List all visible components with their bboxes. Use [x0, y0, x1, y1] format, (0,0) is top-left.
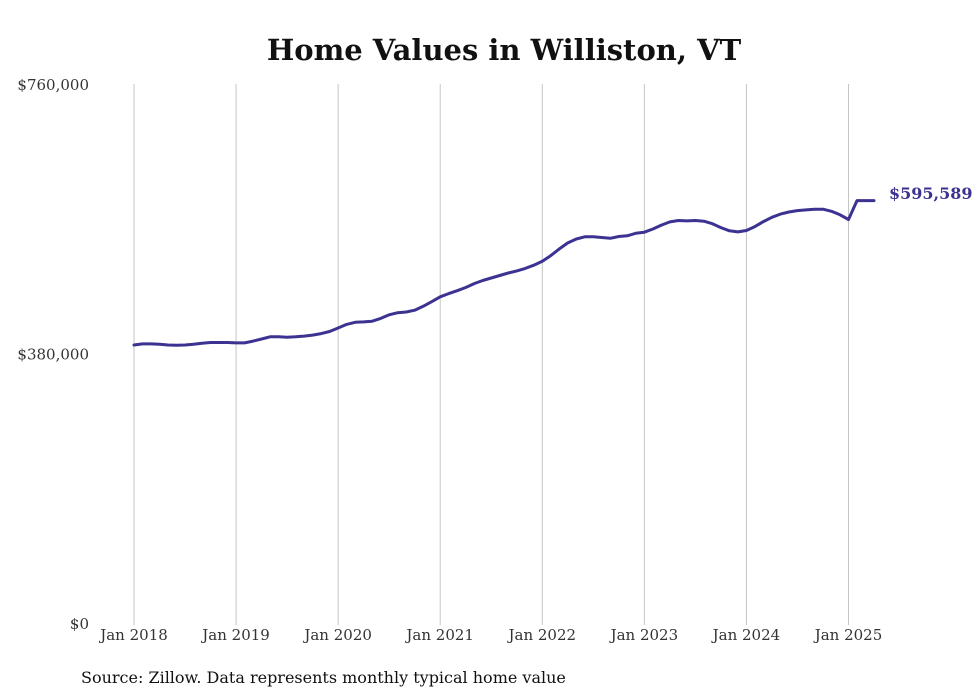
x-tick-label: Jan 2022 [506, 626, 576, 644]
x-tick-label: Jan 2020 [302, 626, 372, 644]
y-tick-label: $760,000 [17, 76, 89, 94]
x-tick-label: Jan 2018 [98, 626, 168, 644]
source-note: Source: Zillow. Data represents monthly … [81, 668, 566, 687]
chart-title: Home Values in Williston, VT [267, 33, 742, 67]
y-tick-label: $380,000 [17, 346, 89, 364]
y-tick-label: $0 [70, 615, 89, 633]
end-value-label: $595,589 [889, 184, 973, 203]
x-tick-label: Jan 2021 [404, 626, 474, 644]
x-tick-label: Jan 2019 [200, 626, 270, 644]
x-tick-label: Jan 2023 [609, 626, 679, 644]
series-line [132, 199, 876, 347]
x-tick-label: Jan 2024 [711, 626, 781, 644]
gridlines [133, 84, 849, 625]
y-axis: $760,000 $380,000 $0 [17, 76, 89, 633]
x-axis: Jan 2018 Jan 2019 Jan 2020 Jan 2021 Jan 2022… [98, 626, 882, 644]
x-tick-label: Jan 2025 [813, 626, 883, 644]
